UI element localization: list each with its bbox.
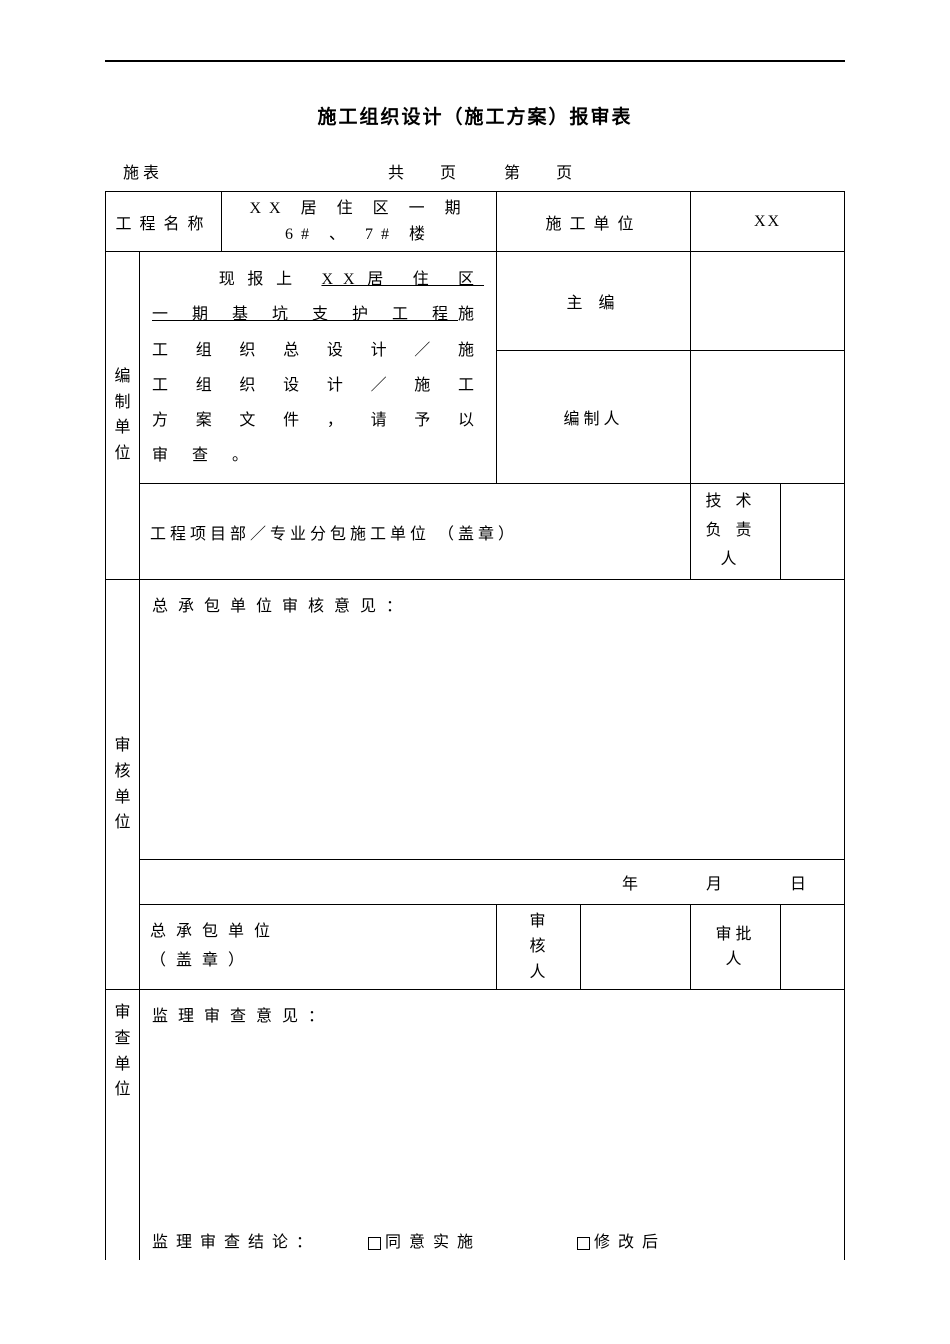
- construction-unit-value: XX: [691, 192, 845, 252]
- reviewer-label: 审核人: [497, 904, 581, 990]
- top-rule: [105, 60, 845, 62]
- compile-description: 现报上 XX居 住 区 一 期 基 坑 支 护 工 程施 工 组 织 总 设 计…: [140, 252, 497, 484]
- table-row-inspect: 审查单位 监理审查意见： 监理审查结论： 同意实施 修改后: [106, 990, 845, 1260]
- compiler-label: 编制人: [497, 351, 691, 484]
- project-name-label: 工程名称: [106, 192, 222, 252]
- total-pages-label: 共 页: [388, 159, 460, 183]
- construction-unit-label: 施工单位: [497, 192, 691, 252]
- review-opinion-area: 总承包单位审核意见：: [140, 579, 845, 859]
- page-num-label: 第 页: [504, 159, 576, 183]
- table-row-reviewers: 总承包单位（盖章） 审核人 审批人: [106, 904, 845, 990]
- approval-table: 工程名称 XX 居 住 区 一 期 6# 、 7# 楼 施工单位 XX 编制单位…: [105, 191, 845, 1260]
- reviewer-value: [581, 904, 691, 990]
- review-unit-vert-label: 审核单位: [106, 579, 140, 990]
- approver-value: [781, 904, 845, 990]
- table-row-compile: 编制单位 现报上 XX居 住 区 一 期 基 坑 支 护 工 程施 工 组 织 …: [106, 252, 845, 351]
- inspect-opinion-area: 监理审查意见： 监理审查结论： 同意实施 修改后: [140, 990, 845, 1260]
- approver-label: 审批人: [691, 904, 781, 990]
- chief-editor-value: [691, 252, 845, 351]
- compile-unit-vert-label: 编制单位: [106, 252, 140, 580]
- inspect-unit-vert-label: 审查单位: [106, 990, 140, 1260]
- inspect-conclusion: 监理审查结论： 同意实施 修改后: [152, 1228, 666, 1252]
- review-date: 年 月 日: [140, 859, 845, 904]
- table-row-header: 工程名称 XX 居 住 区 一 期 6# 、 7# 楼 施工单位 XX: [106, 192, 845, 252]
- table-row-review: 审核单位 总承包单位审核意见：: [106, 579, 845, 859]
- table-row-stamp: 工程项目部／专业分包施工单位 （盖章） 技术负责人: [106, 484, 845, 579]
- tech-leader-value: [781, 484, 845, 579]
- project-name-value: XX 居 住 区 一 期 6# 、 7# 楼: [222, 192, 497, 252]
- contractor-stamp-label: 总承包单位（盖章）: [140, 904, 497, 990]
- checkbox-modify: [577, 1237, 590, 1250]
- project-dept-stamp: 工程项目部／专业分包施工单位 （盖章）: [140, 484, 691, 579]
- compiler-value: [691, 351, 845, 484]
- subheader: 施表 共 页 第 页: [105, 159, 845, 183]
- inspect-opinion-title: 监理审查意见：: [152, 1002, 832, 1026]
- form-code: 施表: [123, 159, 163, 183]
- review-opinion-title: 总承包单位审核意见：: [152, 592, 832, 616]
- table-row-date: 年 月 日: [106, 859, 845, 904]
- page-title: 施工组织设计（施工方案）报审表: [105, 102, 845, 129]
- tech-leader-label: 技术负责人: [691, 484, 781, 579]
- chief-editor-label: 主 编: [497, 252, 691, 351]
- checkbox-agree: [368, 1237, 381, 1250]
